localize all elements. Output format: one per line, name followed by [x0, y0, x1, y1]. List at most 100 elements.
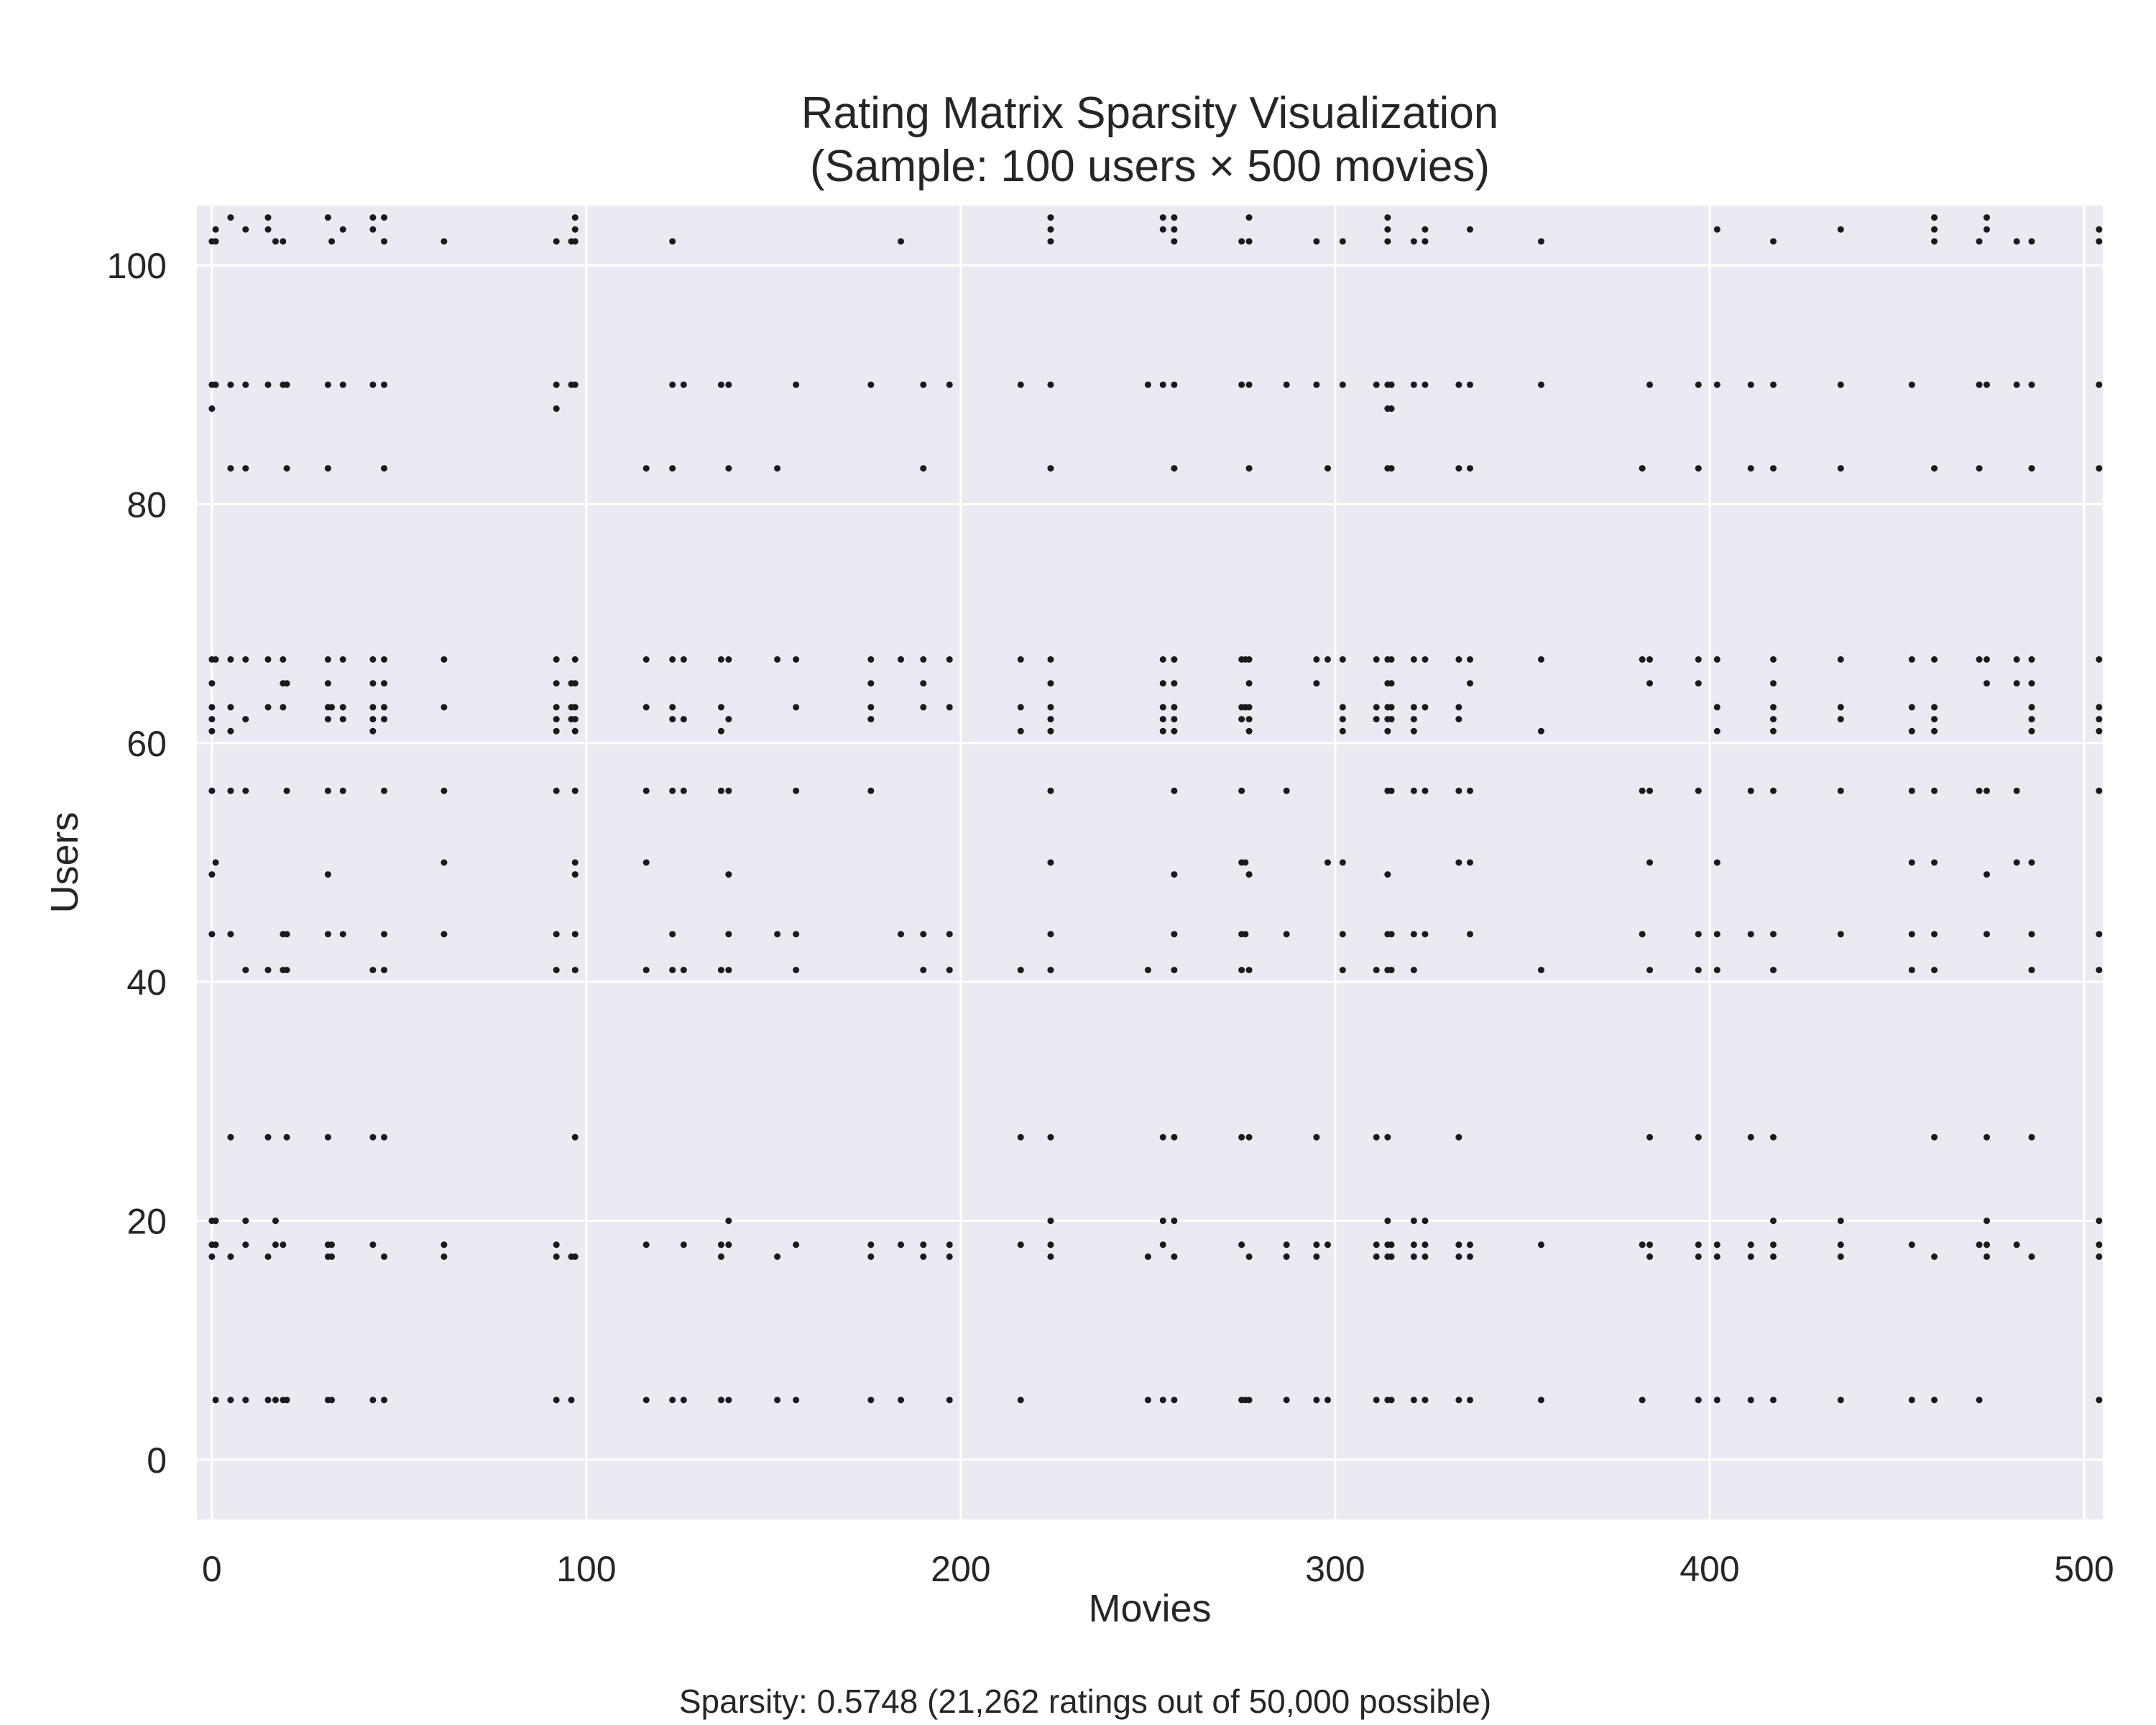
rating-point: [1455, 716, 1462, 723]
rating-point: [571, 931, 579, 938]
rating-point: [1017, 704, 1024, 711]
rating-point: [1283, 1397, 1290, 1404]
rating-point: [1983, 214, 1990, 221]
rating-point: [1455, 381, 1462, 388]
rating-point: [1324, 1241, 1331, 1248]
rating-point: [920, 1253, 927, 1260]
rating-point: [264, 381, 272, 388]
rating-point: [242, 716, 249, 723]
rating-point: [1410, 1397, 1417, 1404]
rating-point: [1171, 656, 1178, 663]
rating-point: [642, 787, 650, 794]
rating-point: [208, 871, 216, 878]
rating-point: [1388, 931, 1395, 938]
rating-point: [1171, 1133, 1178, 1141]
rating-point: [1770, 1253, 1777, 1260]
rating-point: [1422, 656, 1429, 663]
rating-point: [212, 656, 219, 663]
rating-point: [1422, 704, 1429, 711]
rating-point: [725, 716, 732, 723]
rating-point: [1908, 727, 1915, 735]
sparsity-footnote: Sparsity: 0.5748 (21,262 ratings out of …: [679, 1683, 1491, 1720]
rating-point: [441, 704, 448, 711]
rating-point: [1245, 1397, 1253, 1404]
rating-point: [920, 704, 927, 711]
rating-point: [1931, 1253, 1938, 1260]
rating-point: [1410, 1241, 1417, 1248]
rating-point: [1171, 1397, 1178, 1404]
rating-point: [324, 214, 331, 221]
rating-point: [1313, 680, 1320, 687]
rating-point: [717, 727, 724, 735]
rating-point: [793, 704, 800, 711]
rating-point: [369, 967, 377, 974]
rating-point: [381, 1397, 388, 1404]
rating-point: [920, 381, 927, 388]
rating-point: [1339, 859, 1346, 866]
rating-point: [1171, 238, 1178, 245]
rating-point: [1466, 226, 1473, 233]
rating-point: [1537, 727, 1544, 735]
rating-point: [920, 680, 927, 687]
rating-point: [867, 1397, 875, 1404]
rating-point: [2013, 787, 2020, 794]
rating-point: [369, 381, 377, 388]
rating-point: [1171, 727, 1178, 735]
rating-point: [1747, 465, 1754, 472]
rating-point: [1313, 1133, 1320, 1141]
rating-point: [1171, 716, 1178, 723]
rating-point: [1410, 704, 1417, 711]
rating-point: [1713, 656, 1720, 663]
rating-point: [381, 787, 388, 794]
rating-point: [1283, 931, 1290, 938]
rating-point: [1908, 1397, 1915, 1404]
rating-point: [1770, 704, 1777, 711]
rating-point: [1410, 1253, 1417, 1260]
rating-point: [441, 1241, 448, 1248]
rating-point: [2013, 1241, 2020, 1248]
rating-point: [680, 1397, 687, 1404]
rating-point: [1238, 1241, 1245, 1248]
rating-point: [1373, 1397, 1380, 1404]
rating-point: [324, 871, 331, 878]
rating-point: [642, 656, 650, 663]
rating-point: [2096, 226, 2103, 233]
rating-point: [571, 859, 579, 866]
rating-point: [2096, 1218, 2103, 1225]
rating-point: [1017, 1241, 1024, 1248]
rating-point: [1770, 931, 1777, 938]
rating-point: [553, 238, 560, 245]
rating-point: [1695, 1241, 1702, 1248]
rating-point: [369, 214, 377, 221]
rating-point: [1017, 381, 1024, 388]
rating-point: [571, 1133, 579, 1141]
y-tick-label: 40: [126, 962, 167, 1003]
rating-point: [717, 1241, 724, 1248]
rating-point: [1713, 1241, 1720, 1248]
rating-point: [1144, 1397, 1151, 1404]
rating-point: [1931, 704, 1938, 711]
rating-point: [1466, 859, 1473, 866]
rating-point: [283, 931, 290, 938]
rating-point: [208, 727, 216, 735]
rating-point: [571, 787, 579, 794]
rating-point: [1388, 1241, 1395, 1248]
rating-point: [1931, 465, 1938, 472]
rating-point: [328, 238, 336, 245]
rating-point: [774, 1253, 781, 1260]
rating-point: [1159, 716, 1166, 723]
rating-point: [553, 656, 560, 663]
rating-point: [553, 405, 560, 413]
x-tick-label: 200: [931, 1549, 990, 1589]
rating-point: [381, 716, 388, 723]
rating-point: [1466, 656, 1473, 663]
rating-point: [1713, 1253, 1720, 1260]
rating-point: [642, 859, 650, 866]
rating-point: [898, 931, 905, 938]
rating-point: [1931, 716, 1938, 723]
rating-point: [272, 1241, 279, 1248]
rating-point: [1466, 1241, 1473, 1248]
rating-point: [242, 1241, 249, 1248]
rating-point: [1245, 381, 1253, 388]
